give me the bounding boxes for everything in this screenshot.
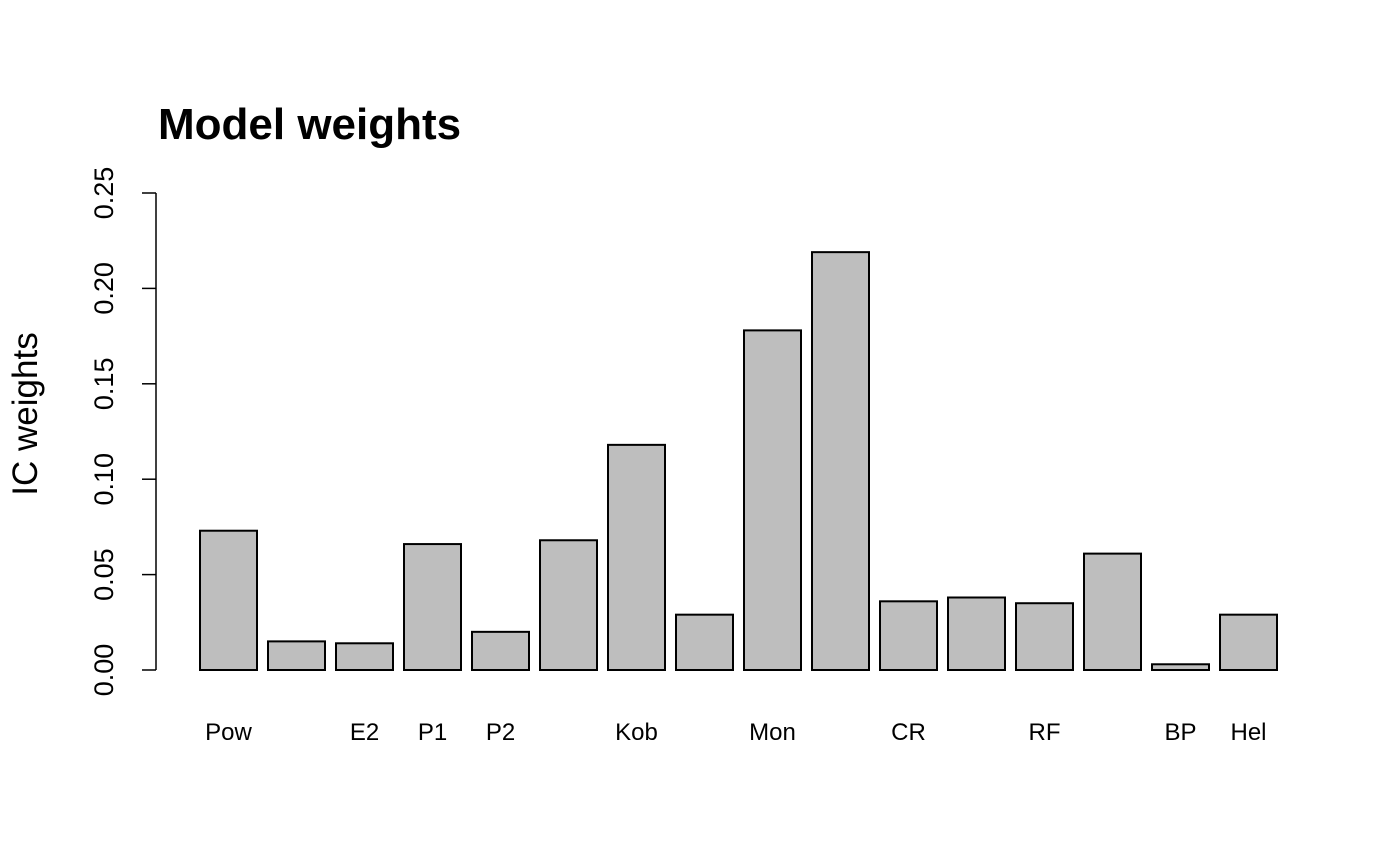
- category-label: P2: [486, 719, 515, 746]
- bar: [471, 630, 530, 672]
- bar: [1219, 613, 1278, 672]
- category-label: Mon: [749, 719, 796, 746]
- bar: [335, 642, 394, 672]
- category-label: BP: [1164, 719, 1196, 746]
- chart-title: Model weights: [158, 100, 461, 149]
- bar: [403, 543, 462, 672]
- bar: [199, 529, 258, 671]
- category-labels: Pow E2 P1 P2 Kob Mon CR RF BP Hel: [205, 719, 1266, 746]
- y-axis: 0.00 0.05 0.10 0.15 0.20 0.25: [89, 167, 157, 697]
- category-label: RF: [1029, 719, 1061, 746]
- y-tick-label: 0.25: [89, 167, 119, 220]
- category-label: Hel: [1230, 719, 1266, 746]
- y-tick-label: 0.05: [89, 548, 119, 601]
- category-label: P1: [418, 719, 447, 746]
- y-axis-label: IC weights: [6, 332, 45, 495]
- y-tick-label: 0.10: [89, 453, 119, 506]
- bar: [811, 251, 870, 671]
- category-label: Pow: [205, 719, 252, 746]
- y-tick-label: 0.20: [89, 262, 119, 315]
- bar: [607, 443, 666, 671]
- y-tick-label: 0.15: [89, 358, 119, 411]
- category-label: E2: [350, 719, 379, 746]
- bars: [199, 251, 1278, 672]
- bar: [1015, 602, 1074, 671]
- category-label: CR: [891, 719, 926, 746]
- bar: [947, 596, 1006, 671]
- bar: [267, 640, 326, 672]
- bar: [539, 539, 598, 671]
- bar: [743, 329, 802, 671]
- bar: [675, 613, 734, 672]
- bar: [1083, 552, 1142, 671]
- bar: [1151, 663, 1210, 672]
- category-label: Kob: [615, 719, 658, 746]
- y-tick-label: 0.00: [89, 644, 119, 697]
- bar: [879, 600, 938, 672]
